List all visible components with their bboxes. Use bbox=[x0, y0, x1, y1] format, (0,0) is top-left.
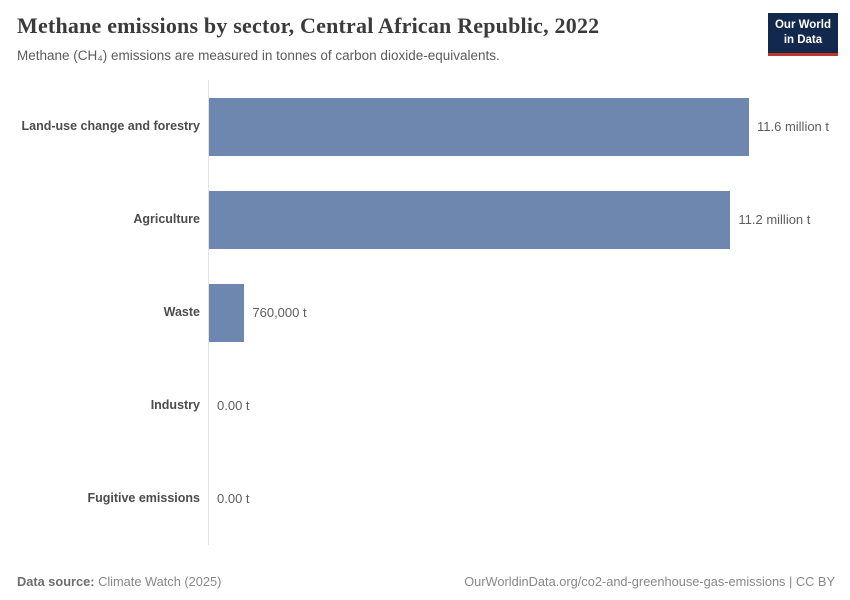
category-label: Fugitive emissions bbox=[87, 491, 200, 505]
bar-row-industry: Industry 0.00 t bbox=[0, 359, 850, 452]
value-label: 0.00 t bbox=[217, 398, 250, 413]
chart-title: Methane emissions by sector, Central Afr… bbox=[17, 13, 600, 38]
bar-waste[interactable] bbox=[209, 283, 245, 342]
plot-area: 760,000 t bbox=[208, 266, 850, 359]
owid-logo-line1: Our World bbox=[774, 19, 831, 31]
plot-area: 11.6 million t bbox=[208, 80, 850, 173]
data-source: Data source: Climate Watch (2025) bbox=[17, 574, 221, 589]
chart-footer: Data source: Climate Watch (2025) OurWor… bbox=[17, 574, 835, 589]
plot-area: 0.00 t bbox=[208, 359, 850, 452]
value-label: 0.00 t bbox=[217, 491, 250, 506]
value-label: 11.6 million t bbox=[757, 119, 830, 134]
plot-area: 0.00 t bbox=[208, 452, 850, 545]
bar-row-land-use-change-and-forestry: Land-use change and forestry 11.6 million… bbox=[0, 80, 850, 173]
value-label: 11.2 million t bbox=[738, 212, 811, 227]
footer-credit[interactable]: OurWorldinData.org/co2-and-greenhouse-ga… bbox=[464, 574, 835, 589]
bar-row-fugitive-emissions: Fugitive emissions 0.00 t bbox=[0, 452, 850, 545]
bar-agriculture[interactable] bbox=[209, 190, 731, 249]
value-label: 760,000 t bbox=[252, 305, 307, 320]
header-titles: Methane emissions by sector, Central Afr… bbox=[17, 13, 599, 63]
category-label: Waste bbox=[163, 305, 200, 319]
category-label: Agriculture bbox=[133, 212, 200, 226]
category-label: Industry bbox=[150, 398, 200, 412]
bar-row-waste: Waste 760,000 t bbox=[0, 266, 850, 359]
bar-land-use-change-and-forestry[interactable] bbox=[209, 97, 749, 156]
chart-header: Methane emissions by sector, Central Afr… bbox=[0, 0, 850, 63]
bar-chart: Land-use change and forestry 11.6 million… bbox=[0, 80, 850, 545]
data-source-value[interactable]: Climate Watch (2025) bbox=[98, 574, 222, 589]
data-source-label: Data source: bbox=[17, 574, 95, 589]
owid-logo[interactable]: Our World in Data bbox=[767, 13, 838, 56]
bar-row-agriculture: Agriculture 11.2 million t bbox=[0, 173, 850, 266]
owid-logo-line2: in Data bbox=[783, 33, 823, 46]
plot-area: 11.2 million t bbox=[208, 173, 850, 266]
chart-subtitle: Methane (CH₄) emissions are measured in … bbox=[17, 48, 500, 63]
category-label: Land-use change and forestry bbox=[21, 119, 200, 133]
